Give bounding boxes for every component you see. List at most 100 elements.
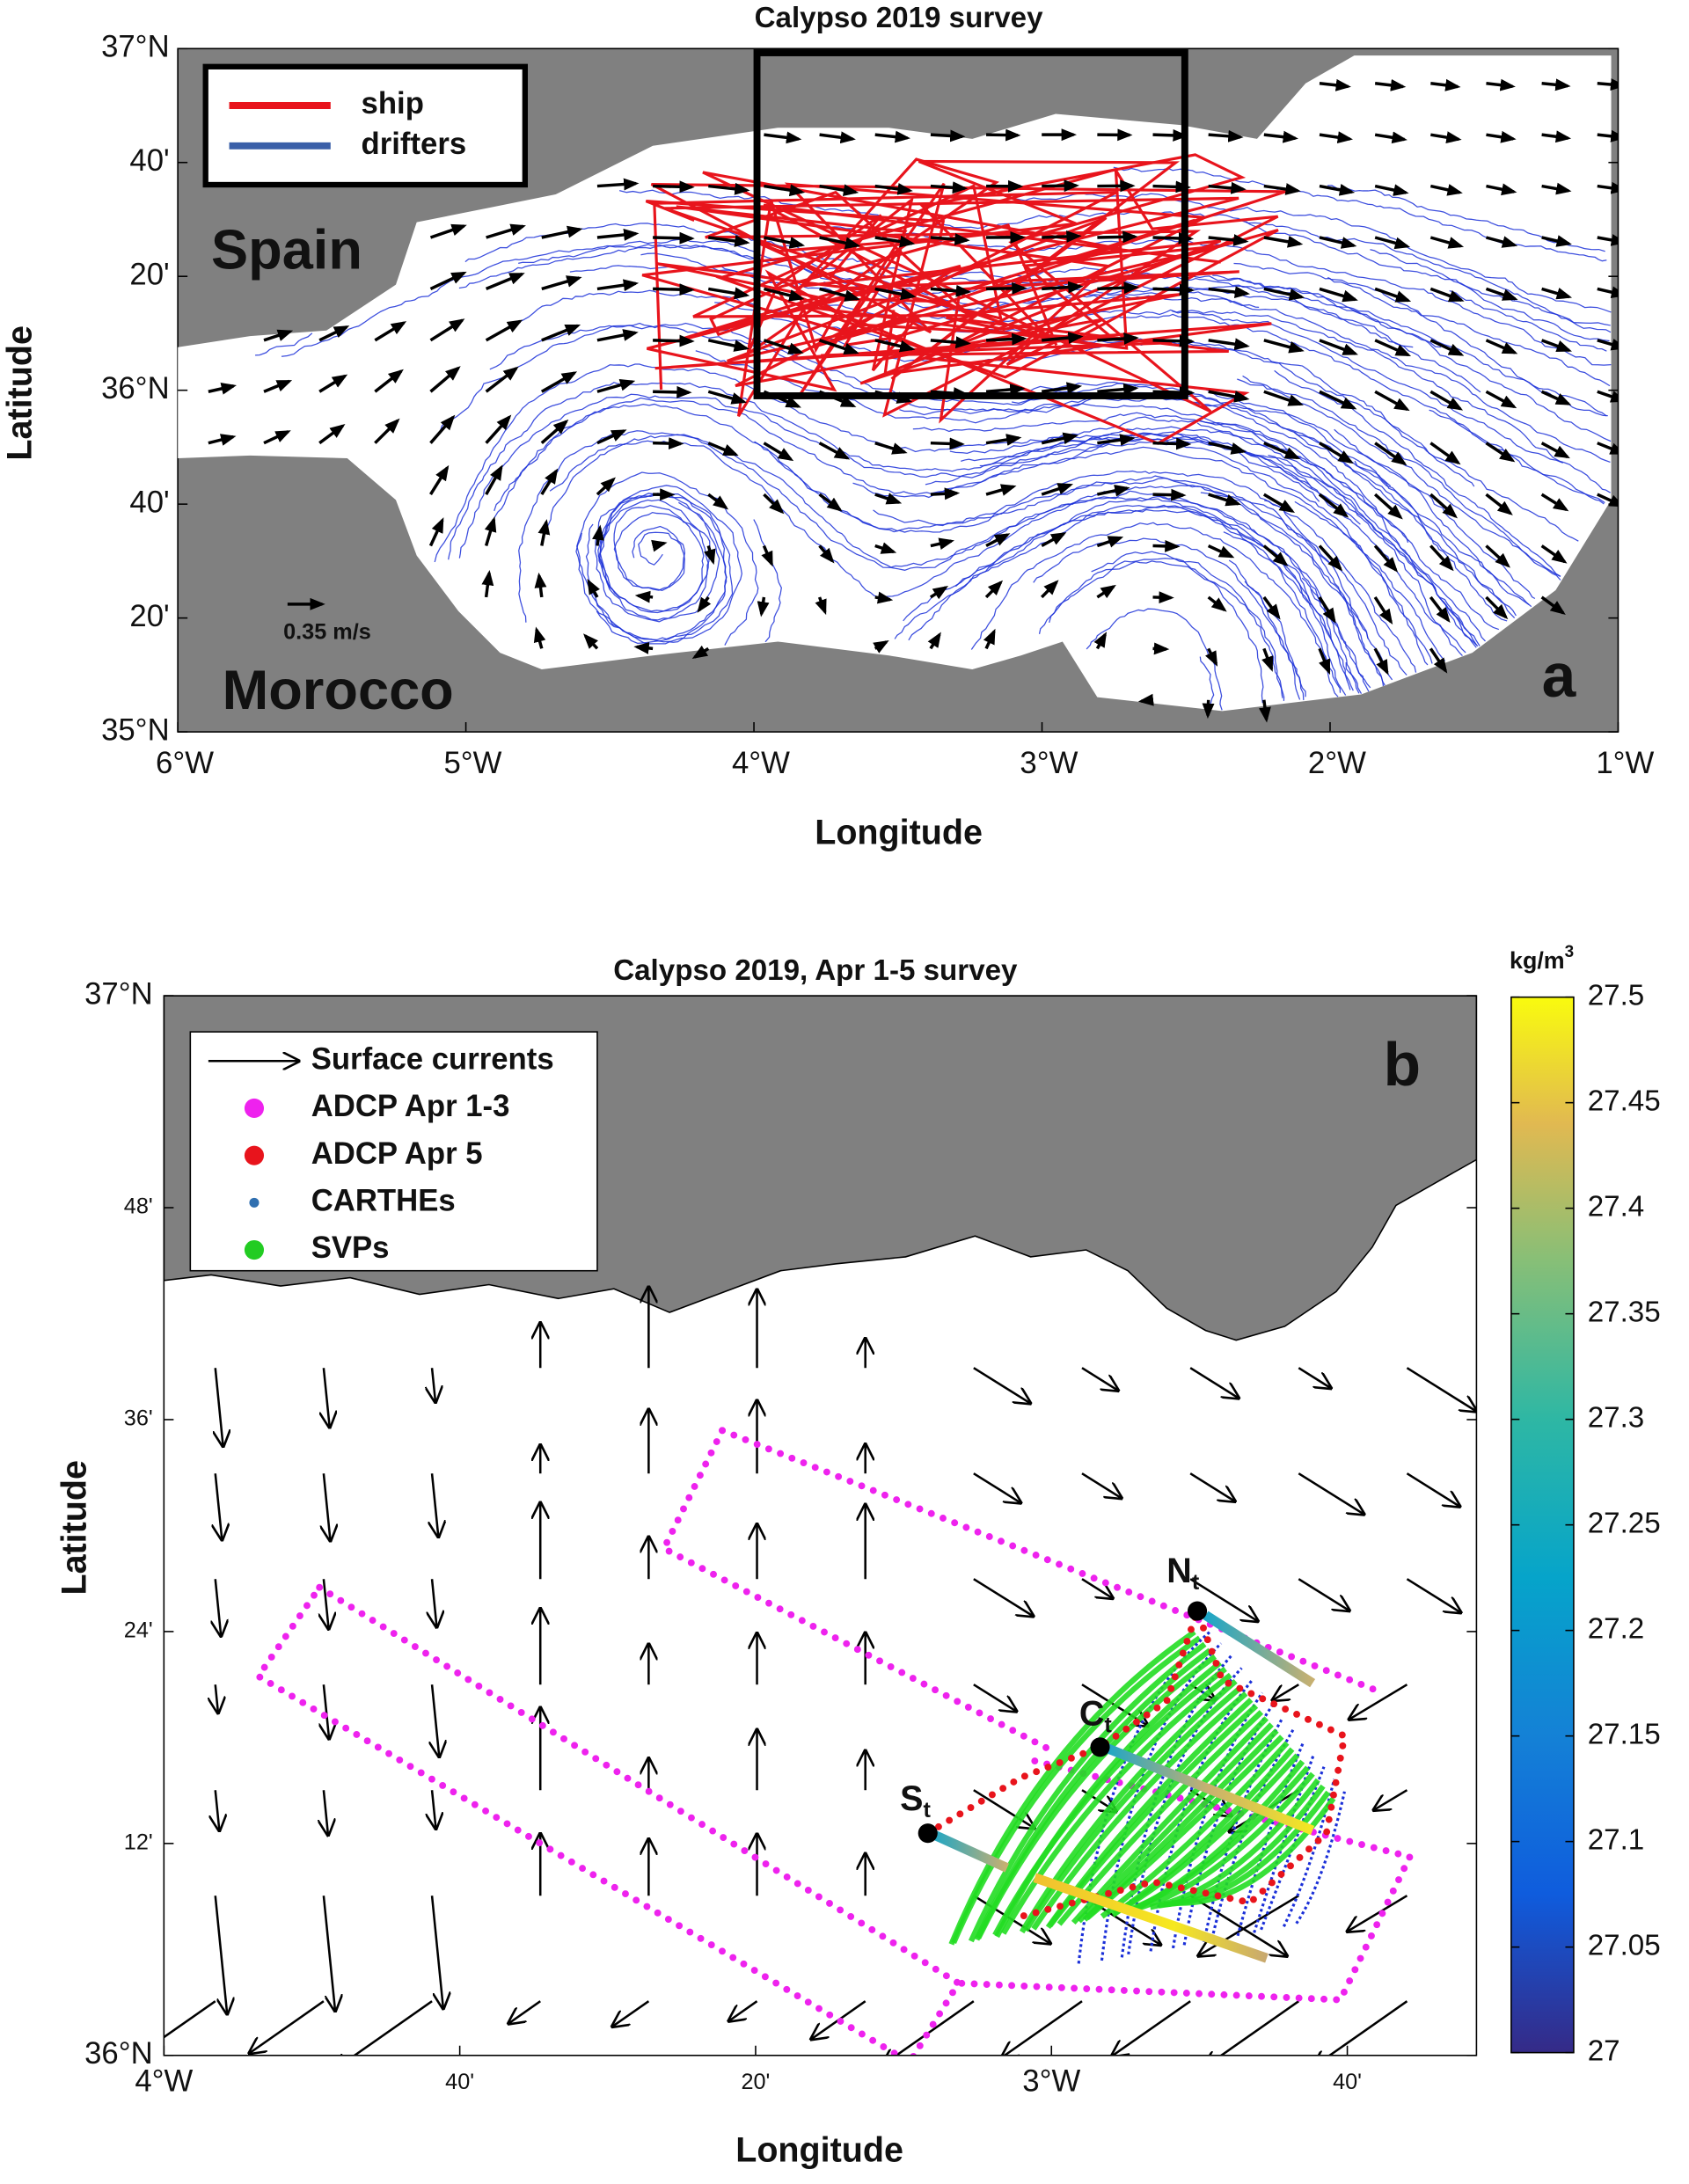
current-arrow (1319, 236, 1357, 249)
current-arrow (1097, 383, 1139, 396)
current-arrow (985, 484, 1017, 496)
current-arrow (1597, 234, 1619, 246)
current-arrow (653, 385, 692, 398)
current-arrow (818, 493, 843, 512)
y-axis-label: Latitude (55, 1460, 93, 1595)
current-arrow (485, 272, 525, 291)
legend-swatch (249, 1197, 260, 1208)
station-subscript: t (1192, 1570, 1200, 1595)
current-arrow (1373, 544, 1399, 573)
current-arrow (1540, 595, 1566, 615)
drifter-track (1200, 492, 1408, 676)
station-name: S (900, 1779, 923, 1818)
current-arrow (1096, 536, 1124, 548)
carthe-track (1282, 1779, 1336, 1927)
current-arrow (324, 1790, 328, 1835)
current-arrow (1097, 332, 1139, 345)
adcp-track (719, 1427, 1383, 1696)
current-arrow (216, 1790, 220, 1830)
adcp-track (954, 1757, 1415, 2004)
current-arrow (1429, 184, 1463, 196)
current-arrow (432, 1473, 438, 1537)
current-arrow (764, 236, 806, 249)
current-arrow (1319, 78, 1351, 91)
current-arrow (1319, 390, 1357, 410)
current-arrow (432, 1790, 435, 1829)
current-arrow (1208, 338, 1250, 351)
current-arrow (1485, 390, 1517, 409)
y-tick-label: 37°N (101, 30, 170, 63)
current-arrow (874, 182, 913, 195)
current-arrow (985, 383, 1026, 396)
current-arrow (429, 318, 465, 342)
current-arrow (704, 545, 716, 566)
x-tick-label: 3°W (1020, 747, 1078, 780)
current-arrow (1597, 338, 1619, 351)
drifter-track (585, 493, 734, 641)
carthe-track (1260, 1766, 1326, 1931)
x-tick-label: 40' (445, 2070, 474, 2094)
x-axis-label: Longitude (735, 2131, 903, 2170)
current-arrow (1486, 130, 1517, 143)
current-arrow (1597, 181, 1619, 194)
density-section (1203, 1611, 1316, 1688)
current-arrow (164, 2000, 216, 2039)
drifter-track (873, 470, 1393, 681)
current-arrow (374, 321, 407, 342)
current-arrow (973, 1367, 1030, 1403)
svp-track (992, 1666, 1227, 1937)
current-arrow (1597, 286, 1619, 298)
svp-track (1112, 1753, 1300, 1917)
carthe-track (1236, 1742, 1305, 1937)
adcp-track (659, 1427, 1059, 1757)
current-arrow (540, 371, 578, 393)
current-arrow (216, 1473, 223, 1539)
current-arrow (929, 586, 949, 600)
station-name: C (1079, 1695, 1105, 1734)
current-arrow (1041, 483, 1074, 496)
current-arrow (318, 424, 346, 445)
current-arrow (1318, 493, 1349, 518)
x-tick-label: 3°W (1022, 2065, 1080, 2099)
x-tick-label: 5°W (443, 747, 501, 780)
current-arrow (596, 178, 640, 191)
current-arrow (1485, 442, 1516, 463)
current-arrow (764, 131, 802, 144)
current-arrow (484, 516, 497, 547)
svp-track (1023, 1684, 1243, 1932)
current-arrow (1541, 235, 1572, 247)
drifter-track (1311, 588, 1360, 694)
current-arrow (428, 517, 444, 547)
adcp-track (253, 1583, 963, 2056)
drifter-track (925, 441, 1446, 661)
current-arrow (540, 419, 569, 444)
legend-label: SVPs (311, 1231, 390, 1265)
current-arrow (874, 235, 916, 248)
current-arrow (930, 181, 969, 194)
current-arrow (1597, 390, 1619, 403)
drifter-track (991, 381, 1516, 619)
current-arrow (429, 366, 461, 393)
x-tick-label: 4°W (135, 2065, 193, 2099)
current-arrow (930, 129, 966, 142)
drifter-track (1429, 409, 1605, 504)
current-arrow (1485, 287, 1518, 301)
legend-swatch (244, 1098, 265, 1119)
current-arrow (985, 434, 1022, 446)
drifter-track (1033, 537, 1305, 700)
current-arrow (508, 2000, 541, 2023)
current-arrow (1097, 485, 1130, 497)
current-arrow (429, 223, 467, 239)
current-arrow (1152, 488, 1187, 501)
current-arrow (541, 324, 581, 342)
current-arrow (819, 184, 859, 197)
current-arrow (973, 1684, 1016, 1711)
current-arrow (1198, 1895, 1299, 1955)
drifter-track (823, 281, 1611, 464)
drifter-track (434, 363, 1302, 563)
current-arrow (1319, 287, 1358, 303)
unit-base: kg/m (1510, 947, 1565, 974)
current-arrow (1262, 493, 1296, 513)
y-tick-label: 36°N (101, 372, 170, 405)
current-arrow (1041, 432, 1078, 445)
